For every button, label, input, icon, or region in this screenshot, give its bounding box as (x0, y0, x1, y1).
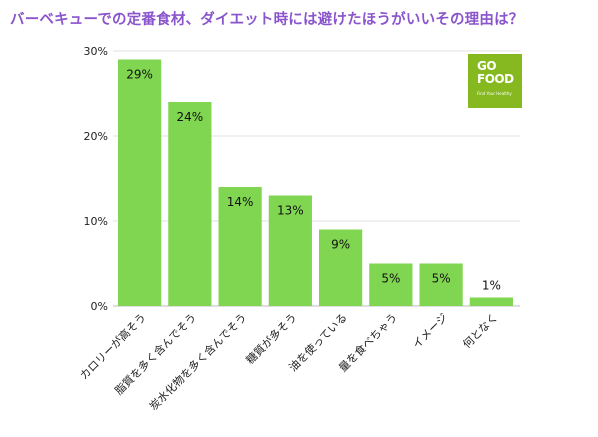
bar-value-label: 24% (177, 110, 204, 124)
y-tick-label: 0% (91, 300, 108, 313)
logo-line2: FOOD (477, 72, 514, 86)
bar-value-label: 14% (227, 195, 254, 209)
bar-value-label: 9% (331, 238, 350, 252)
y-tick-label: 10% (84, 215, 108, 228)
category-label: 何となく (460, 311, 500, 351)
category-label: 糖質が多そう (243, 310, 300, 367)
bar (268, 195, 312, 306)
y-tick-label: 30% (84, 45, 108, 58)
category-label: イメージ (410, 311, 450, 351)
category-label: 脂質を多く含んでそう (112, 310, 199, 397)
gofood-logo: GO FOOD Find Your Healthy (468, 54, 522, 108)
bar (419, 263, 463, 306)
chart-title: バーベキューでの定番食材、ダイエット時には避けたほうがいいその理由は？ (10, 12, 524, 28)
bar (118, 59, 162, 306)
bar-value-label: 13% (277, 204, 304, 218)
logo-line1: GO (477, 59, 497, 73)
logo-tagline: Find Your Healthy (477, 91, 512, 96)
bar-value-label: 29% (126, 68, 153, 82)
bar-value-label: 1% (482, 279, 501, 293)
bar (319, 229, 363, 306)
y-tick-label: 20% (84, 130, 108, 143)
bar (369, 263, 413, 306)
bar (168, 102, 212, 306)
bar-value-label: 5% (381, 272, 400, 286)
bar (218, 187, 262, 306)
category-label: 炭水化物を多く含んでそう (146, 310, 249, 413)
bar-value-label: 5% (432, 272, 451, 286)
bar (469, 297, 513, 306)
